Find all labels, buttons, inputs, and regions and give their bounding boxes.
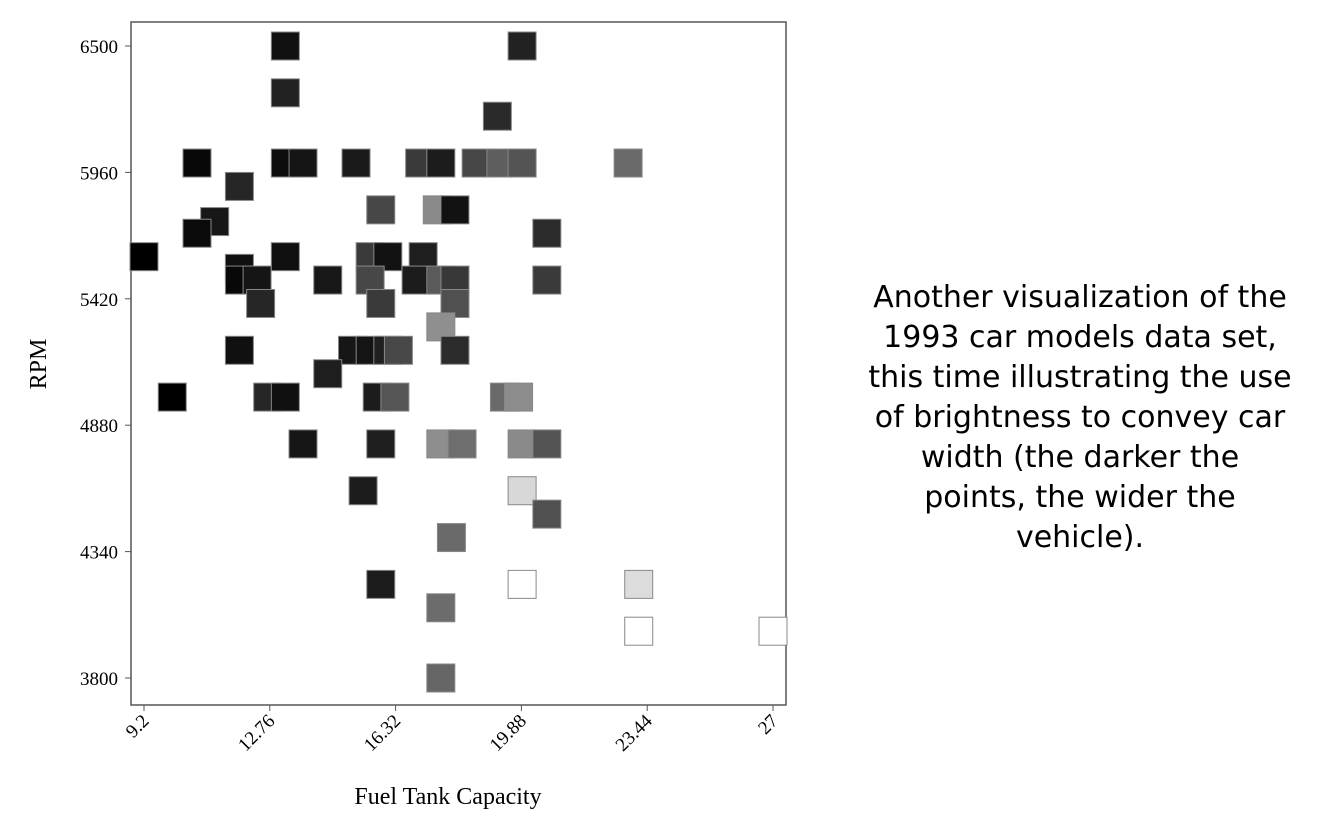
y-tick-label: 5960 bbox=[80, 163, 118, 184]
data-points bbox=[129, 31, 788, 693]
data-point bbox=[366, 288, 396, 318]
y-tick-label: 6500 bbox=[80, 37, 118, 58]
data-point bbox=[366, 569, 396, 599]
data-point bbox=[507, 148, 537, 178]
x-tick-label: 16.32 bbox=[360, 711, 405, 756]
data-point bbox=[366, 429, 396, 459]
data-point bbox=[504, 382, 534, 412]
data-point bbox=[341, 148, 371, 178]
y-tick-label: 3800 bbox=[80, 669, 118, 690]
data-point bbox=[624, 616, 654, 646]
data-point bbox=[224, 335, 254, 365]
data-point bbox=[507, 31, 537, 61]
scatter-chart: 9.2 12.76 16.32 19.88 23.44 27 6500 5960 5420 48… bbox=[26, 21, 788, 810]
data-point bbox=[507, 569, 537, 599]
data-point bbox=[383, 335, 413, 365]
data-point bbox=[288, 429, 318, 459]
data-point bbox=[461, 148, 491, 178]
data-point bbox=[224, 171, 254, 201]
data-point bbox=[440, 335, 470, 365]
data-point bbox=[348, 476, 378, 506]
y-tick-label: 4880 bbox=[80, 416, 118, 437]
x-tick-label: 19.88 bbox=[486, 711, 531, 756]
x-axis-ticks: 9.2 12.76 16.32 19.88 23.44 27 bbox=[122, 705, 783, 756]
data-point bbox=[182, 218, 212, 248]
data-point bbox=[613, 148, 643, 178]
data-point bbox=[401, 265, 431, 295]
y-tick-label: 4340 bbox=[80, 543, 118, 564]
data-point bbox=[436, 523, 466, 553]
data-point bbox=[624, 569, 654, 599]
data-point bbox=[758, 616, 788, 646]
data-point bbox=[313, 265, 343, 295]
data-point bbox=[482, 101, 512, 131]
data-point bbox=[507, 476, 537, 506]
data-point bbox=[380, 382, 410, 412]
data-point bbox=[313, 359, 343, 389]
data-point bbox=[270, 78, 300, 108]
x-tick-label: 27 bbox=[754, 711, 782, 739]
data-point bbox=[426, 663, 456, 693]
data-point bbox=[447, 429, 477, 459]
data-point bbox=[426, 148, 456, 178]
x-tick-label: 9.2 bbox=[122, 711, 154, 743]
data-point bbox=[532, 499, 562, 529]
data-point bbox=[366, 195, 396, 225]
x-axis-title: Fuel Tank Capacity bbox=[354, 784, 541, 810]
y-axis-title: RPM bbox=[26, 339, 52, 390]
data-point bbox=[532, 265, 562, 295]
data-point bbox=[129, 242, 159, 272]
data-point bbox=[532, 218, 562, 248]
data-point bbox=[288, 148, 318, 178]
x-tick-label: 12.76 bbox=[234, 711, 279, 756]
data-point bbox=[507, 429, 537, 459]
data-point bbox=[182, 148, 212, 178]
data-point bbox=[246, 288, 276, 318]
data-point bbox=[440, 195, 470, 225]
y-axis-ticks: 6500 5960 5420 4880 4340 3800 bbox=[80, 37, 131, 690]
data-point bbox=[270, 31, 300, 61]
data-point bbox=[157, 382, 187, 412]
x-tick-label: 23.44 bbox=[612, 710, 657, 755]
y-tick-label: 5420 bbox=[80, 290, 118, 311]
data-point bbox=[532, 429, 562, 459]
data-point bbox=[270, 242, 300, 272]
caption-text: Another visualization of the 1993 car mo… bbox=[868, 280, 1292, 555]
data-point bbox=[426, 593, 456, 623]
data-point bbox=[270, 382, 300, 412]
